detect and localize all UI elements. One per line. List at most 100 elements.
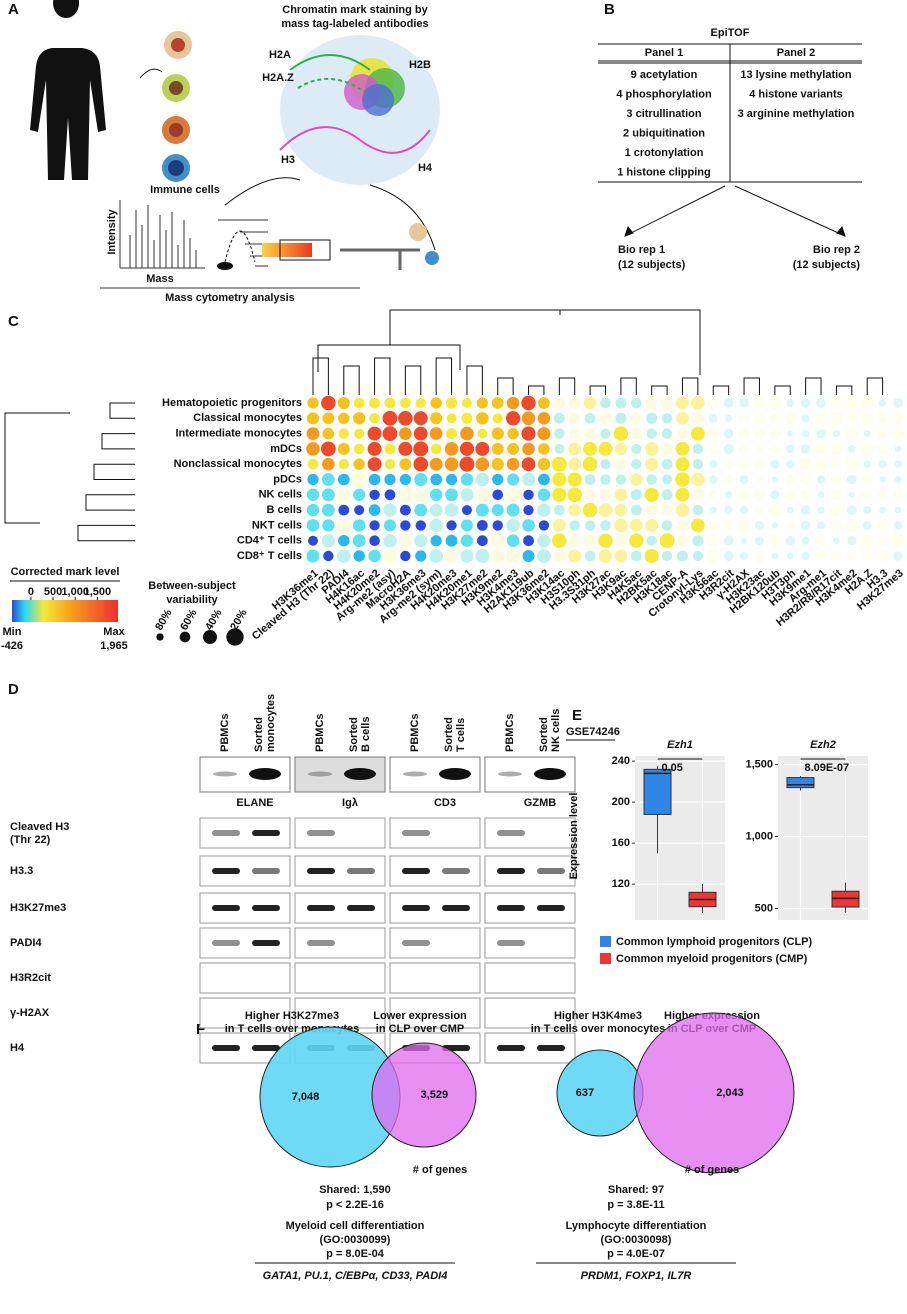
heat-dot [475, 503, 489, 517]
immune-cells: Immune cells [150, 184, 220, 196]
heat-dot [801, 414, 810, 423]
set-count: 3,529 [421, 1089, 449, 1101]
heat-dot [429, 457, 443, 471]
heat-dot [630, 397, 642, 409]
heat-dot [521, 457, 536, 472]
heat-dot [415, 520, 426, 531]
table-cell: 1 histone clipping [617, 166, 711, 178]
heat-dot [646, 412, 658, 424]
heat-dot [614, 534, 627, 547]
heat-dot [598, 441, 613, 456]
heat-dot [354, 505, 365, 516]
heat-dot [800, 505, 811, 515]
heat-dot [584, 412, 596, 424]
genes-note: # of genes [685, 1164, 739, 1176]
y-tick-label: 240 [612, 755, 630, 767]
heat-dot [568, 396, 581, 410]
heat-dot [846, 413, 857, 424]
heat-dot [690, 518, 705, 533]
heat-dot [522, 550, 535, 562]
band [442, 868, 470, 874]
row-label: pDCs [273, 473, 302, 485]
heat-dot [523, 505, 534, 516]
heat-dot [569, 427, 581, 440]
heat-dot [863, 430, 871, 437]
band [307, 905, 335, 911]
panel-b-table-lines [598, 43, 862, 237]
lane-label: PBMCs [314, 713, 326, 752]
heat-dot [785, 520, 796, 531]
heat-dot [461, 505, 472, 516]
heat-dot [414, 473, 428, 486]
genes: PRDM1, FOXP1, IL7R [581, 1270, 692, 1282]
heat-dot [553, 412, 565, 424]
heat-dot [814, 442, 828, 455]
heat-dot [830, 550, 843, 562]
heat-dot [830, 442, 843, 456]
heat-dot [459, 441, 475, 456]
heat-dot [877, 550, 888, 562]
heat-dot [307, 458, 319, 470]
heat-dot [413, 456, 429, 472]
heat-dot [599, 488, 612, 501]
heat-dot [661, 413, 673, 424]
heat-dot [399, 473, 411, 486]
heat-dot [860, 396, 875, 410]
heat-dot [877, 413, 888, 424]
heat-dot [661, 550, 673, 562]
band [497, 868, 525, 874]
heat-dot [860, 533, 875, 548]
band [534, 768, 566, 780]
heat-dot [830, 473, 843, 486]
heat-dot [382, 426, 398, 441]
heat-dot [474, 487, 490, 503]
heat-dot [724, 505, 733, 515]
heat-dot [800, 398, 811, 408]
heat-dot [446, 520, 457, 531]
legend-tick-label: 500 [44, 586, 62, 598]
lane-label: T cells [455, 718, 467, 752]
heat-dot [538, 520, 550, 531]
heat-dot [323, 550, 334, 562]
heat-dot [832, 430, 841, 438]
heat-dot [444, 457, 459, 472]
heat-dot [817, 506, 825, 514]
max-value: 1,965 [100, 640, 128, 652]
heat-dot [491, 504, 504, 517]
heat-dot [383, 503, 397, 517]
heat-dot [322, 519, 335, 532]
heat-dot [691, 472, 705, 487]
heat-dot [475, 441, 490, 456]
heat-dot [554, 443, 565, 454]
heat-dot [739, 475, 749, 484]
heat-dot [568, 442, 582, 456]
band [308, 771, 332, 777]
heat-dot [354, 428, 365, 439]
heat-dot [801, 551, 810, 561]
heat-dot [492, 473, 504, 486]
heat-dot [692, 550, 703, 562]
heat-dot [879, 476, 886, 483]
heat-dot [862, 521, 872, 530]
heat-dot [829, 503, 844, 517]
heat-dot [845, 426, 859, 441]
heat-dot [800, 473, 812, 486]
heat-dot [786, 444, 795, 453]
heat-dot [709, 506, 717, 514]
row-label: (Thr 22) [10, 834, 51, 846]
heat-dot [659, 533, 675, 549]
heat-dot [600, 459, 611, 470]
heat-dot [351, 472, 367, 487]
heat-dot [492, 489, 504, 501]
heat-dot [584, 428, 596, 440]
heat-dot [537, 458, 551, 471]
heat-dot [646, 474, 657, 485]
heat-dot [507, 442, 520, 455]
heat-dot [816, 429, 826, 439]
band [537, 905, 565, 911]
marker-label: ELANE [236, 797, 273, 809]
venn-title: in CLP over CMP [376, 1023, 464, 1035]
y-axis-label: Expression level [568, 793, 580, 880]
heat-dot [460, 488, 474, 502]
